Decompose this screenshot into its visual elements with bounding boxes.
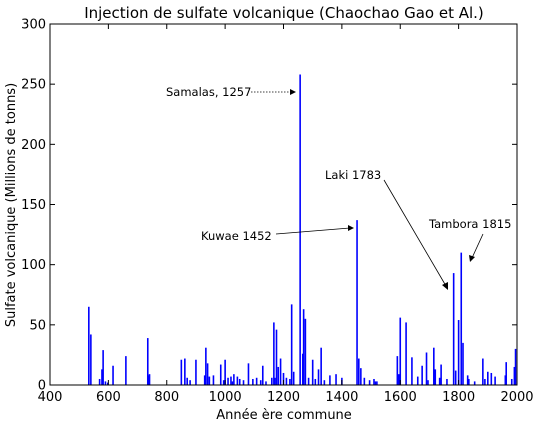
annotation-laki-arrowhead: [442, 282, 448, 290]
annotation-samalas-arrowhead: [290, 89, 296, 95]
x-tick-label: 1800: [442, 390, 475, 405]
y-tick-label: 0: [38, 379, 46, 394]
chart-title: Injection de sulfate volcanique (Chaocha…: [84, 4, 484, 22]
annotation-laki: Laki 1783: [325, 168, 381, 182]
y-tick-label: 200: [21, 138, 46, 153]
x-tick-label: 800: [154, 390, 179, 405]
annotation-samalas: Samalas, 1257: [166, 85, 251, 99]
annotation-kuwae-arrowhead: [348, 225, 354, 231]
x-tick-label: 400: [38, 390, 63, 405]
x-axis-ticks: 400 600 800 1000 1200 1400 1600 1800 2000: [38, 24, 534, 405]
x-axis-label: Année ère commune: [216, 408, 352, 423]
annotations-group: Samalas, 1257 Kuwae 1452 Laki 1783 Tambo…: [166, 85, 511, 290]
y-tick-label: 100: [21, 258, 46, 273]
x-tick-label: 1200: [267, 390, 300, 405]
annotation-laki-arrow: [383, 179, 447, 287]
bars-group: [88, 74, 517, 385]
y-tick-label: 300: [21, 18, 46, 33]
annotation-kuwae: Kuwae 1452: [201, 229, 272, 243]
annotation-tambora-arrow: [471, 233, 484, 259]
annotation-tambora: Tambora 1815: [428, 217, 511, 231]
annotation-kuwae-arrow: [275, 227, 351, 235]
y-axis-label: Sulfate volcanique (Millions de tonns): [4, 83, 19, 327]
y-tick-label: 150: [21, 198, 46, 213]
y-tick-label: 50: [29, 318, 46, 333]
x-tick-label: 2000: [500, 390, 533, 405]
x-tick-label: 1400: [325, 390, 358, 405]
plot-frame: [49, 23, 518, 386]
annotation-tambora-arrowhead: [469, 255, 475, 262]
x-tick-label: 1000: [209, 390, 242, 405]
x-tick-label: 600: [96, 390, 121, 405]
y-axis-ticks: 0 50 100 150 200 250 300: [21, 18, 517, 394]
x-tick-label: 1600: [384, 390, 417, 405]
y-tick-label: 250: [21, 78, 46, 93]
